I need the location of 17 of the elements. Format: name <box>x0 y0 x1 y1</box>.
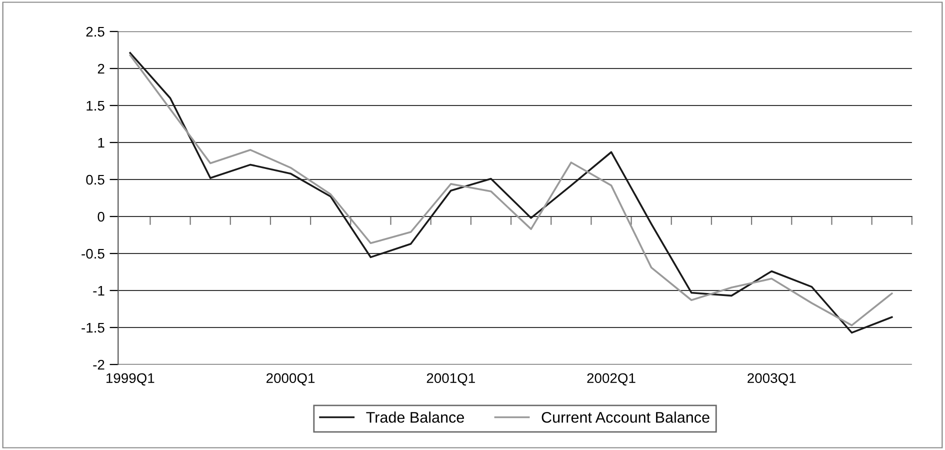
y-tick-label: -0.5 <box>82 248 104 259</box>
x-tick-label: 2000Q1 <box>266 373 315 386</box>
x-tick-label: 1999Q1 <box>106 373 154 386</box>
y-tick-label: 2 <box>98 64 104 74</box>
y-tick-label: 0 <box>98 212 104 222</box>
legend-label: Current Account Balance <box>542 412 710 423</box>
x-tick-label: 2003Q1 <box>748 373 796 386</box>
y-tick-label: 1 <box>98 138 104 148</box>
x-tick-label: 2002Q1 <box>587 373 636 386</box>
y-tick-label: 0.5 <box>86 174 104 185</box>
x-tick-label: 2001Q1 <box>426 373 475 386</box>
y-tick-label: 1.5 <box>86 100 104 111</box>
y-tick-label: 2.5 <box>86 26 104 37</box>
y-tick-label: -1.5 <box>82 322 104 333</box>
y-tick-label: -2 <box>93 360 104 370</box>
legend-label: Trade Balance <box>366 412 464 423</box>
y-tick-label: -1 <box>93 286 104 296</box>
